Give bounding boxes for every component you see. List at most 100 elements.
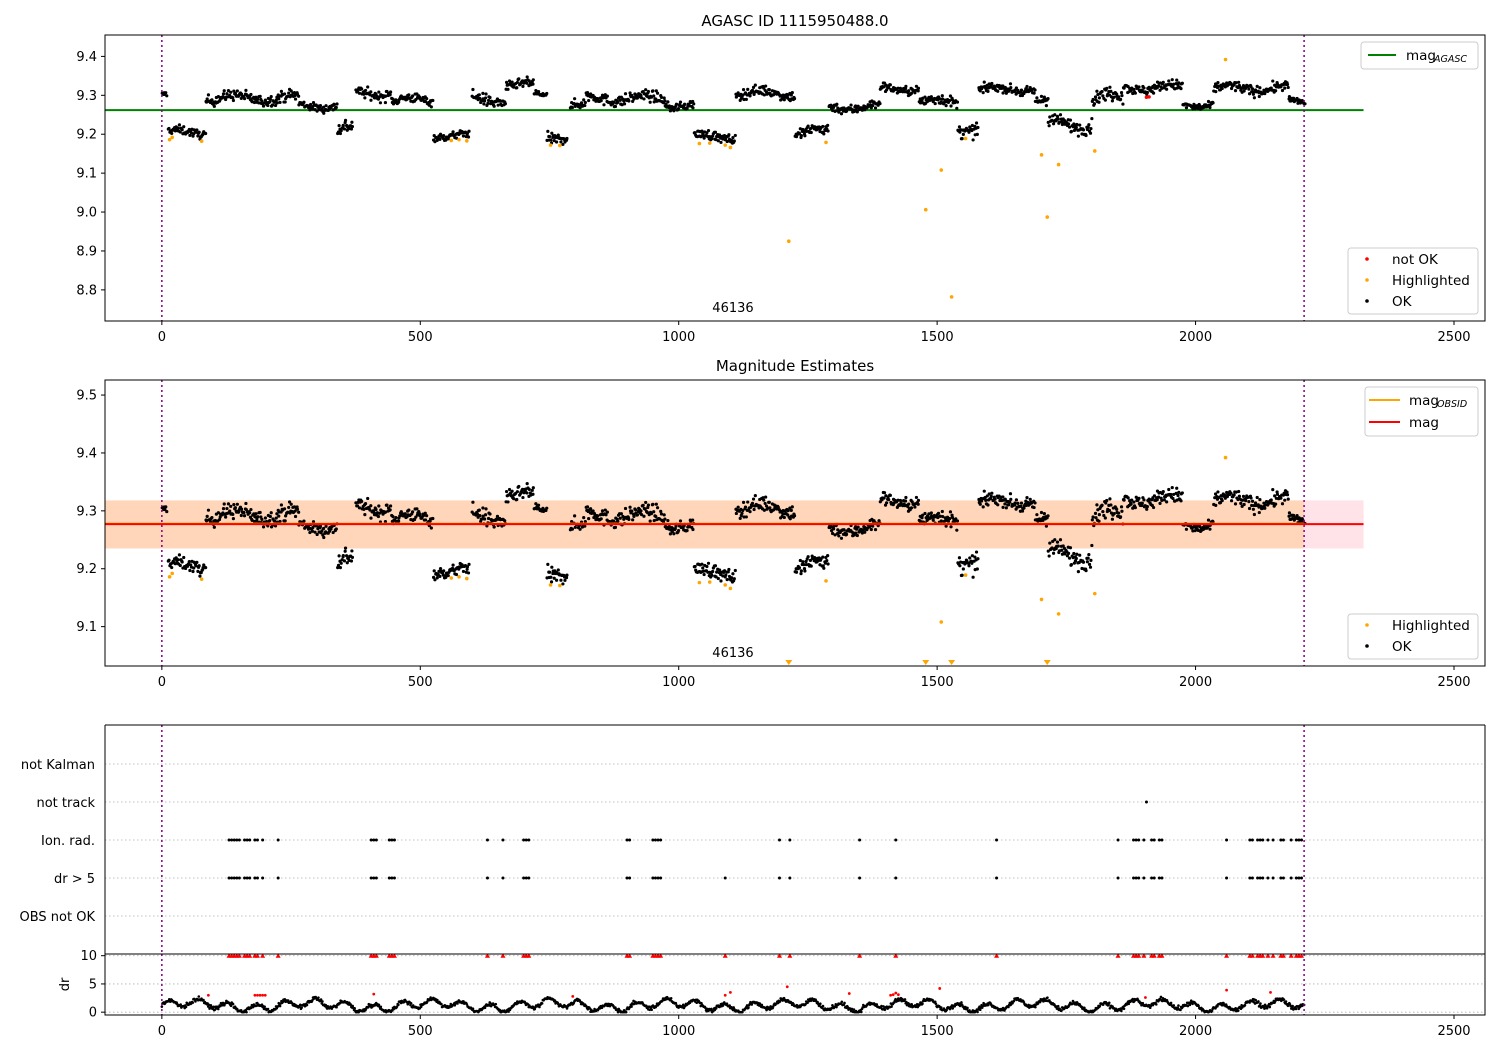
ok-point bbox=[268, 100, 272, 104]
ok-point bbox=[685, 528, 689, 533]
ok-point bbox=[1100, 89, 1104, 94]
ok-point bbox=[309, 102, 313, 107]
flag-point bbox=[1271, 838, 1275, 842]
ok-point bbox=[549, 575, 553, 579]
highlighted-point bbox=[464, 139, 469, 143]
ok-point bbox=[261, 525, 266, 529]
ok-point bbox=[635, 513, 640, 517]
flag-point bbox=[628, 838, 632, 842]
dr-point bbox=[379, 1005, 383, 1009]
ok-point bbox=[249, 92, 253, 97]
ok-point bbox=[563, 578, 567, 582]
ok-point bbox=[955, 528, 959, 532]
ok-point bbox=[715, 570, 719, 574]
ok-point bbox=[672, 532, 676, 536]
ok-point bbox=[948, 94, 953, 98]
flag-point bbox=[894, 876, 898, 880]
ok-point bbox=[318, 104, 323, 108]
dr-point bbox=[741, 1010, 744, 1014]
ok-point bbox=[1088, 565, 1093, 569]
ok-point bbox=[878, 101, 882, 106]
ok-point bbox=[1287, 514, 1291, 518]
ok-point bbox=[975, 132, 979, 137]
ok-point bbox=[734, 511, 738, 516]
ok-point bbox=[856, 525, 860, 529]
ok-point bbox=[1013, 501, 1017, 505]
ok-point bbox=[269, 511, 273, 515]
dr-point bbox=[882, 1005, 885, 1008]
ok-point bbox=[512, 497, 516, 501]
ok-point bbox=[546, 562, 550, 567]
ok-point bbox=[1286, 85, 1290, 90]
ok-point bbox=[1251, 92, 1255, 96]
ok-point bbox=[357, 91, 362, 95]
dr-point bbox=[960, 1001, 963, 1004]
ok-point bbox=[1044, 104, 1048, 108]
ok-point bbox=[259, 515, 263, 519]
ok-point bbox=[399, 510, 403, 514]
ok-point bbox=[1237, 494, 1242, 498]
ok-point bbox=[431, 98, 435, 103]
ok-point bbox=[308, 108, 312, 112]
flag-point bbox=[1142, 838, 1146, 842]
y-tick-label: 9.1 bbox=[76, 167, 97, 182]
ok-point bbox=[1019, 504, 1023, 508]
ok-point bbox=[1105, 498, 1109, 503]
ok-point bbox=[1121, 102, 1125, 106]
ok-point bbox=[663, 99, 667, 103]
ok-point bbox=[761, 496, 765, 500]
ok-point bbox=[1056, 544, 1060, 548]
ok-point bbox=[1167, 79, 1171, 83]
ok-point bbox=[334, 105, 338, 110]
ok-point bbox=[596, 97, 600, 101]
ok-point bbox=[821, 124, 825, 129]
dr-point bbox=[883, 1008, 887, 1012]
ok-point bbox=[939, 519, 943, 523]
flag-point bbox=[243, 838, 247, 842]
ok-point bbox=[583, 103, 587, 108]
ok-point bbox=[461, 569, 466, 574]
ok-point bbox=[573, 525, 577, 529]
ok-point bbox=[231, 96, 235, 100]
ok-point bbox=[1009, 497, 1013, 501]
ok-point bbox=[342, 127, 347, 131]
ok-point bbox=[1089, 126, 1093, 131]
dr-point bbox=[191, 1001, 195, 1004]
ok-point bbox=[1257, 94, 1261, 99]
ok-point bbox=[1250, 90, 1254, 94]
dr-point bbox=[440, 1002, 443, 1006]
ok-point bbox=[642, 514, 646, 518]
ok-point bbox=[1046, 549, 1050, 553]
ok-point bbox=[349, 559, 354, 563]
ok-point bbox=[483, 99, 487, 103]
ok-point bbox=[929, 511, 933, 515]
ok-point bbox=[667, 525, 671, 529]
ok-point bbox=[350, 555, 355, 560]
ok-point bbox=[967, 130, 971, 134]
dr-point bbox=[760, 1003, 764, 1007]
ok-point bbox=[612, 519, 616, 523]
ok-point bbox=[194, 564, 198, 568]
ok-point bbox=[438, 567, 443, 571]
ok-point bbox=[1051, 122, 1056, 126]
ok-point bbox=[1211, 101, 1215, 105]
ok-point bbox=[287, 91, 291, 95]
plot-area bbox=[105, 57, 1364, 299]
flag-point bbox=[1150, 838, 1154, 842]
dr-point bbox=[249, 1006, 253, 1010]
ok-point bbox=[369, 516, 373, 520]
ok-point bbox=[627, 517, 631, 521]
ok-point bbox=[630, 509, 634, 513]
ok-point bbox=[888, 493, 892, 497]
ok-point bbox=[1119, 91, 1124, 95]
flag-point bbox=[248, 838, 252, 842]
ok-point bbox=[1091, 515, 1095, 519]
ok-point bbox=[403, 512, 407, 516]
flag-point bbox=[374, 876, 378, 880]
ok-point bbox=[231, 517, 236, 521]
dr-point bbox=[221, 1001, 225, 1005]
flag-point bbox=[1116, 838, 1120, 842]
ok-point bbox=[702, 572, 706, 577]
ok-point bbox=[438, 137, 442, 141]
ok-point bbox=[1233, 502, 1238, 506]
